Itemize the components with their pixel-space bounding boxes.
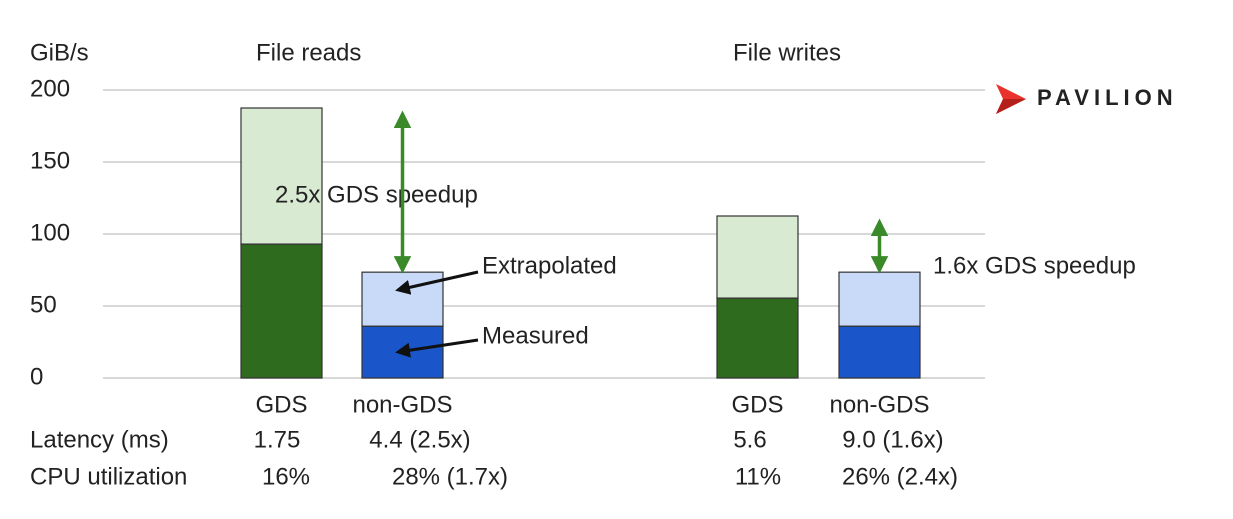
table-cell: 26% (2.4x) <box>842 463 958 490</box>
table-cell: 5.6 <box>733 426 766 453</box>
annotation: 2.5x GDS speedup <box>275 181 478 208</box>
pointer-arrow <box>395 270 479 295</box>
table-cell: 16% <box>262 463 310 490</box>
series-label: Extrapolated <box>482 252 617 279</box>
x-tick-label: GDS <box>731 391 783 418</box>
series-label: Measured <box>482 322 589 349</box>
row-label: CPU utilization <box>30 463 187 490</box>
y-tick-label: 150 <box>30 147 70 174</box>
logo-text: PAVILION <box>1037 85 1178 110</box>
bar-segment <box>716 215 799 299</box>
table-cell: 4.4 (2.5x) <box>369 426 470 453</box>
pointer-arrow <box>395 338 479 358</box>
table-cell: 11% <box>735 463 781 490</box>
x-tick-label: GDS <box>255 391 307 418</box>
annotation: 1.6x GDS speedup <box>933 252 1136 279</box>
y-tick-label: 200 <box>30 75 70 102</box>
y-tick-label: 50 <box>30 291 57 318</box>
table-cell: 28% (1.7x) <box>392 463 508 490</box>
x-tick-label: non-GDS <box>352 391 452 418</box>
x-tick-label: non-GDS <box>829 391 929 418</box>
table-cell: 1.75 <box>254 426 301 453</box>
bar-segment <box>240 243 323 379</box>
bar-segment <box>838 325 921 379</box>
group-title: File writes <box>733 39 841 66</box>
bar-segment <box>361 325 444 379</box>
bar-segment <box>838 271 921 327</box>
group-title: File reads <box>256 39 361 66</box>
bar-segment <box>240 107 323 245</box>
y-axis-label: GiB/s <box>30 39 89 66</box>
bar-segment <box>361 271 444 327</box>
row-label: Latency (ms) <box>30 426 169 453</box>
y-tick-label: 100 <box>30 219 70 246</box>
logo-icon-shade <box>996 99 1026 114</box>
y-tick-label: 0 <box>30 363 43 390</box>
table-cell: 9.0 (1.6x) <box>842 426 943 453</box>
bar-segment <box>716 297 799 379</box>
